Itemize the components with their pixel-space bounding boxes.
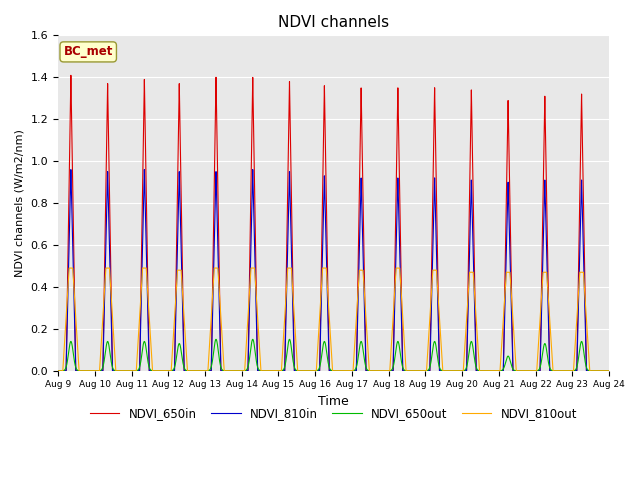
NDVI_650in: [230, 368, 238, 373]
NDVI_650out: [605, 368, 613, 373]
NDVI_650in: [502, 246, 509, 252]
NDVI_810out: [115, 368, 123, 373]
NDVI_810in: [541, 207, 549, 213]
Text: BC_met: BC_met: [63, 46, 113, 59]
Line: NDVI_810out: NDVI_810out: [58, 268, 609, 371]
NDVI_810in: [54, 368, 62, 373]
NDVI_650in: [541, 136, 549, 142]
NDVI_650in: [67, 72, 75, 78]
NDVI_650in: [523, 368, 531, 373]
NDVI_810out: [523, 368, 531, 373]
Y-axis label: NDVI channels (W/m2/nm): NDVI channels (W/m2/nm): [15, 129, 25, 277]
Legend: NDVI_650in, NDVI_810in, NDVI_650out, NDVI_810out: NDVI_650in, NDVI_810in, NDVI_650out, NDV…: [85, 403, 582, 425]
Line: NDVI_650in: NDVI_650in: [58, 75, 609, 371]
NDVI_810out: [541, 269, 549, 275]
NDVI_810out: [65, 265, 73, 271]
NDVI_650out: [212, 336, 220, 342]
Title: NDVI channels: NDVI channels: [278, 15, 389, 30]
NDVI_810in: [468, 182, 476, 188]
NDVI_650out: [54, 368, 62, 373]
NDVI_650in: [468, 94, 476, 100]
Line: NDVI_810in: NDVI_810in: [58, 169, 609, 371]
Line: NDVI_650out: NDVI_650out: [58, 339, 609, 371]
NDVI_650in: [115, 368, 123, 373]
NDVI_650out: [468, 338, 476, 344]
NDVI_650in: [54, 368, 62, 373]
NDVI_810in: [115, 368, 123, 373]
NDVI_810out: [605, 368, 613, 373]
NDVI_810out: [54, 368, 62, 373]
NDVI_810in: [141, 167, 148, 172]
NDVI_810in: [605, 368, 613, 373]
NDVI_650out: [502, 360, 509, 366]
NDVI_650out: [230, 368, 238, 373]
X-axis label: Time: Time: [318, 395, 349, 408]
NDVI_810in: [230, 368, 238, 373]
NDVI_650out: [115, 368, 123, 373]
NDVI_810out: [230, 368, 238, 373]
NDVI_810in: [502, 283, 509, 289]
NDVI_810out: [502, 282, 509, 288]
NDVI_650out: [523, 368, 531, 373]
NDVI_650out: [541, 342, 549, 348]
NDVI_650in: [605, 368, 613, 373]
NDVI_810in: [523, 368, 531, 373]
NDVI_810out: [468, 269, 476, 275]
